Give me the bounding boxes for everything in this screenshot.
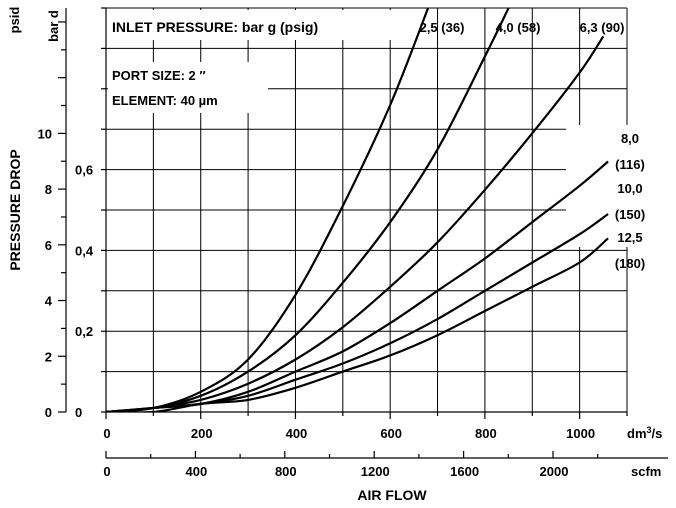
scfm-tick-label: 0 — [103, 464, 110, 479]
series-label-5-psig: (150) — [615, 207, 645, 222]
x-tick-label: 600 — [380, 426, 402, 441]
text-labels: 0 2 4 6 8 10 0 0,2 0,4 0,6 0 200 400 600 800 1000 0 400 80… — [7, 7, 662, 503]
x-tick-label: 400 — [286, 426, 308, 441]
scfm-tick-label: 1600 — [450, 464, 479, 479]
x-tick-label: 1000 — [566, 426, 595, 441]
scfm-tick-label: 800 — [275, 464, 297, 479]
port-size-label: PORT SIZE: 2 ″ — [112, 68, 206, 83]
series-line-5 — [106, 213, 609, 412]
scfm-unit-label: scfm — [631, 464, 661, 479]
bar-tick-label: 0,6 — [75, 163, 93, 178]
psid-tick-label: 2 — [45, 349, 52, 364]
element-label: ELEMENT: 40 µm — [112, 93, 218, 108]
series-label-6-psig: (180) — [615, 256, 645, 271]
scfm-tick-label: 1200 — [361, 464, 390, 479]
psid-tick-label: 8 — [45, 182, 52, 197]
y-axis-title: PRESSURE DROP — [7, 149, 23, 270]
psid-tick-label: 4 — [45, 294, 53, 309]
series-label-6-bar: 12,5 — [617, 230, 642, 245]
series-label-3: 6,3 (90) — [580, 20, 625, 35]
psid-tick-label: 6 — [45, 238, 52, 253]
scfm-tick-label: 400 — [186, 464, 208, 479]
series-curves — [106, 8, 609, 412]
x-unit-label: dm3/s — [627, 425, 662, 441]
psid-unit-label: psid — [7, 7, 22, 34]
series-label-4-psig: (116) — [615, 157, 645, 172]
bar-tick-label: 0,2 — [75, 324, 93, 339]
series-label-1: 2,5 (36) — [420, 20, 465, 35]
series-line-2 — [106, 8, 510, 412]
series-label-2: 4,0 (58) — [496, 20, 541, 35]
x-axis-title: AIR FLOW — [357, 487, 427, 503]
info-bg — [108, 62, 268, 113]
scfm-tick-label: 2000 — [540, 464, 569, 479]
title-bg — [108, 10, 392, 40]
series-label-4-bar: 8,0 — [621, 131, 639, 146]
x-tick-label: 800 — [475, 426, 497, 441]
series-line-3 — [106, 35, 605, 412]
bar-tick-label: 0 — [75, 405, 82, 420]
series-label-5-bar: 10,0 — [617, 181, 642, 196]
bar-unit-label: bar d — [46, 10, 61, 42]
psid-tick-label: 10 — [38, 126, 52, 141]
series-line-6 — [106, 237, 609, 412]
x-tick-label: 0 — [103, 426, 110, 441]
bar-tick-label: 0,4 — [75, 243, 94, 258]
axes — [58, 7, 668, 459]
x-tick-label: 200 — [191, 426, 213, 441]
chart-title: INLET PRESSURE: bar g (psig) — [112, 19, 318, 35]
plot-grid — [106, 7, 636, 412]
psid-tick-label: 0 — [45, 405, 52, 420]
